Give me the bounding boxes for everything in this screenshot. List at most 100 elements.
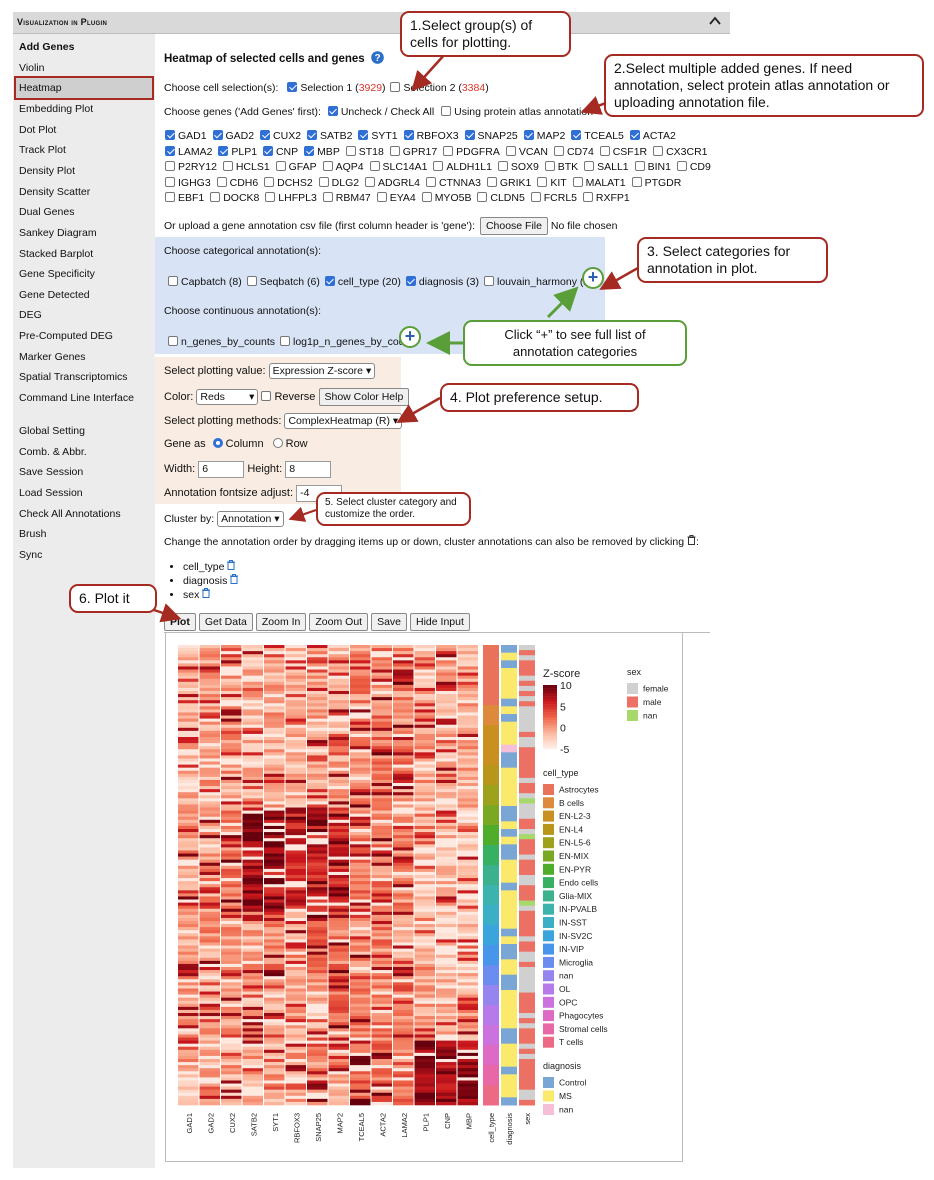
gene-checkbox-ctnna3[interactable]: CTNNA3	[425, 176, 481, 189]
cat-checkbox-cell-type-20[interactable]: cell_type (20)	[324, 276, 401, 288]
uncheck-all-checkbox[interactable]: Uncheck / Check All	[327, 106, 434, 118]
gene-checkbox-rxfp1[interactable]: RXFP1	[582, 192, 630, 204]
gene-checkbox-fcrl5[interactable]: FCRL5	[530, 192, 577, 204]
expand-continuous-plus-icon[interactable]: +	[399, 326, 421, 348]
gene-checkbox-satb2[interactable]: SATB2	[306, 130, 352, 142]
gene-checkbox-hcls1[interactable]: HCLS1	[222, 161, 270, 173]
gene-checkbox-malat1[interactable]: MALAT1	[572, 176, 626, 189]
gene-checkbox-sall1[interactable]: SALL1	[584, 161, 629, 173]
cat-checkbox-diagnosis-3[interactable]: diagnosis (3)	[405, 276, 479, 288]
cluster-select[interactable]: Annotation ▾	[217, 511, 284, 527]
gene-checkbox-dock8[interactable]: DOCK8	[210, 192, 259, 204]
gene-checkbox-dchs2[interactable]: DCHS2	[264, 176, 313, 189]
column-radio[interactable]: Column	[212, 438, 264, 450]
gene-checkbox-myo5b[interactable]: MYO5B	[421, 192, 471, 204]
height-input[interactable]: 8	[285, 461, 332, 478]
sidebar-item-dot-plot[interactable]: Dot Plot	[19, 123, 57, 136]
sidebar-item-violin[interactable]: Violin	[19, 61, 45, 74]
gene-checkbox-gfap[interactable]: GFAP	[275, 161, 317, 173]
save-button[interactable]: Save	[371, 613, 408, 631]
sidebar-item-embedding-plot[interactable]: Embedding Plot	[19, 102, 94, 115]
gene-checkbox-grik1[interactable]: GRIK1	[486, 176, 531, 189]
sidebar-item-gene-specificity[interactable]: Gene Specificity	[19, 268, 95, 281]
sidebar-item-save-session[interactable]: Save Session	[19, 466, 84, 479]
gene-checkbox-slc14a1[interactable]: SLC14A1	[369, 161, 427, 173]
sidebar-item-marker-genes[interactable]: Marker Genes	[19, 350, 86, 363]
gene-checkbox-tceal5[interactable]: TCEAL5	[571, 130, 624, 142]
row-radio[interactable]: Row	[272, 438, 308, 450]
help-icon[interactable]: ?	[371, 51, 384, 64]
sidebar-item-density-scatter[interactable]: Density Scatter	[19, 185, 91, 198]
gene-checkbox-syt1[interactable]: SYT1	[358, 130, 398, 142]
order-item-cell-type[interactable]: cell_type	[183, 560, 239, 574]
protein-atlas-checkbox[interactable]: Using protein atlas annotation	[441, 106, 593, 118]
sidebar-item-comb-abbr[interactable]: Comb. & Abbr.	[19, 445, 87, 458]
gene-checkbox-aldh1l1[interactable]: ALDH1L1	[433, 161, 492, 173]
gene-checkbox-aqp4[interactable]: AQP4	[322, 161, 364, 173]
gene-checkbox-btk[interactable]: BTK	[544, 161, 578, 173]
remove-trash-icon[interactable]	[226, 560, 236, 570]
choose-file-button[interactable]: Choose File	[479, 217, 548, 235]
selection-1-checkbox[interactable]: Selection 1 (3929)	[287, 82, 386, 94]
gene-checkbox-rbm47[interactable]: RBM47	[322, 192, 371, 204]
gene-checkbox-adgrl4[interactable]: ADGRL4	[365, 176, 420, 189]
remove-trash-icon[interactable]	[229, 574, 239, 584]
gene-checkbox-vcan[interactable]: VCAN	[505, 145, 548, 158]
method-select[interactable]: ComplexHeatmap (R) ▾	[284, 413, 403, 429]
panel-titlebar[interactable]: Visualization in Plugin	[13, 12, 730, 34]
sidebar-item-density-plot[interactable]: Density Plot	[19, 164, 76, 177]
zoom-out-button[interactable]: Zoom Out	[309, 613, 369, 631]
gene-checkbox-dlg2[interactable]: DLG2	[318, 176, 359, 189]
gene-checkbox-bin1[interactable]: BIN1	[634, 161, 671, 173]
gene-checkbox-csf1r[interactable]: CSF1R	[599, 145, 647, 158]
gene-checkbox-plp1[interactable]: PLP1	[218, 145, 257, 158]
color-select[interactable]: Reds ▾	[196, 389, 259, 405]
sidebar-item-load-session[interactable]: Load Session	[19, 486, 83, 499]
gene-checkbox-p2ry12[interactable]: P2RY12	[165, 161, 217, 173]
collapse-icon[interactable]	[708, 14, 722, 28]
sidebar-item-global-setting[interactable]: Global Setting	[19, 425, 85, 437]
gene-checkbox-gad1[interactable]: GAD1	[165, 130, 207, 142]
gene-checkbox-cnp[interactable]: CNP	[262, 145, 298, 158]
gene-checkbox-mbp[interactable]: MBP	[304, 145, 340, 158]
cont-checkbox-n-genes-by-counts[interactable]: n_genes_by_counts	[168, 336, 275, 348]
gene-checkbox-cdh6[interactable]: CDH6	[216, 176, 258, 189]
sidebar-item-add-genes[interactable]: Add Genes	[19, 41, 75, 53]
order-item-diagnosis[interactable]: diagnosis	[183, 574, 239, 588]
gene-checkbox-lama2[interactable]: LAMA2	[165, 145, 212, 158]
gene-checkbox-kit[interactable]: KIT	[537, 176, 567, 189]
gene-checkbox-st18[interactable]: ST18	[345, 145, 384, 158]
hide-input-button[interactable]: Hide Input	[410, 613, 470, 631]
gene-checkbox-snap25[interactable]: SNAP25	[464, 130, 518, 142]
order-item-sex[interactable]: sex	[183, 588, 239, 602]
remove-trash-icon[interactable]	[201, 588, 211, 598]
sidebar-item-check-all-annotations[interactable]: Check All Annotations	[19, 507, 121, 520]
gene-checkbox-cd9[interactable]: CD9	[676, 161, 711, 173]
gene-checkbox-pdgfra[interactable]: PDGFRA	[443, 145, 500, 158]
plot-value-select[interactable]: Expression Z-score ▾	[268, 363, 376, 379]
sidebar-item-deg[interactable]: DEG	[19, 309, 42, 322]
zoom-in-button[interactable]: Zoom In	[255, 613, 307, 631]
reverse-checkbox[interactable]: Reverse	[261, 391, 315, 403]
gene-checkbox-ebf1[interactable]: EBF1	[165, 192, 204, 204]
gene-checkbox-ighg3[interactable]: IGHG3	[165, 176, 211, 189]
cat-checkbox-louvain-harmony-27[interactable]: louvain_harmony (27)	[483, 276, 599, 288]
sidebar-item-stacked-barplot[interactable]: Stacked Barplot	[19, 247, 94, 260]
cat-checkbox-seqbatch-6[interactable]: Seqbatch (6)	[246, 276, 320, 288]
width-input[interactable]: 6	[198, 461, 245, 478]
gene-checkbox-gpr17[interactable]: GPR17	[389, 145, 437, 158]
sidebar-item-sankey-diagram[interactable]: Sankey Diagram	[19, 226, 97, 239]
show-color-help-button[interactable]: Show Color Help	[318, 388, 410, 406]
gene-checkbox-cldn5[interactable]: CLDN5	[477, 192, 525, 204]
gene-checkbox-rbfox3[interactable]: RBFOX3	[403, 130, 459, 142]
sidebar-item-pre-computed-deg[interactable]: Pre-Computed DEG	[19, 330, 113, 343]
cont-checkbox-log1p-n-genes-by-counts[interactable]: log1p_n_genes_by_counts	[280, 336, 419, 348]
sidebar-item-dual-genes[interactable]: Dual Genes	[19, 206, 75, 219]
gene-checkbox-acta2[interactable]: ACTA2	[629, 130, 676, 142]
gene-checkbox-cd74[interactable]: CD74	[553, 145, 594, 158]
gene-checkbox-eya4[interactable]: EYA4	[376, 192, 416, 204]
gene-checkbox-ptgdr[interactable]: PTGDR	[631, 176, 681, 189]
gene-checkbox-cux2[interactable]: CUX2	[260, 130, 301, 142]
gene-checkbox-gad2[interactable]: GAD2	[212, 130, 254, 142]
plot-button[interactable]: Plot	[164, 613, 196, 631]
